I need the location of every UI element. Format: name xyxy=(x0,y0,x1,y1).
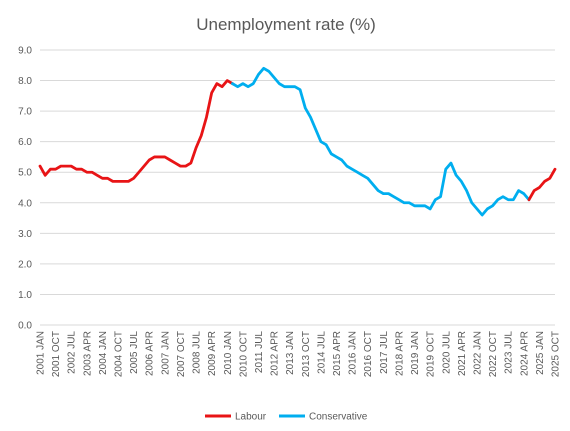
y-tick-label: 2.0 xyxy=(18,259,32,270)
x-tick-label: 2008 JUL xyxy=(192,331,203,374)
x-tick-label: 2007 JAN xyxy=(160,331,171,375)
x-tick-label: 2017 JUL xyxy=(379,331,390,374)
x-tick-label: 2009 APR xyxy=(207,331,218,376)
x-tick-label: 2022 JAN xyxy=(472,331,483,375)
series-line-labour-2 xyxy=(527,167,557,202)
legend-label-labour: Labour xyxy=(235,412,267,423)
y-tick-label: 0.0 xyxy=(18,321,32,332)
y-tick-label: 5.0 xyxy=(18,168,32,179)
series-line-labour-0 xyxy=(38,79,234,183)
x-tick-label: 2025 OCT xyxy=(551,331,562,377)
x-tick-label: 2016 JAN xyxy=(348,331,359,375)
y-tick-label: 9.0 xyxy=(18,46,32,57)
legend: Labour Conservative xyxy=(205,412,368,423)
x-tick-label: 2019 OCT xyxy=(426,331,437,377)
y-tick-label: 4.0 xyxy=(18,198,32,209)
x-tick-label: 2015 APR xyxy=(332,331,343,376)
x-tick-label: 2011 JUL xyxy=(254,331,265,374)
y-tick-label: 8.0 xyxy=(18,76,32,87)
gridlines xyxy=(40,49,555,326)
x-tick-label: 2006 APR xyxy=(145,331,156,376)
x-tick-label: 2024 APR xyxy=(519,331,530,376)
x-tick-label: 2007 OCT xyxy=(176,331,187,377)
y-tick-label: 6.0 xyxy=(18,137,32,148)
x-tick-label: 2025 JAN xyxy=(535,331,546,375)
x-tick-label: 2023 JUL xyxy=(504,331,515,374)
x-tick-label: 2013 JAN xyxy=(285,331,296,375)
series-lines xyxy=(38,66,557,217)
x-tick-label: 2018 APR xyxy=(394,331,405,376)
x-tick-label: 2016 OCT xyxy=(363,331,374,377)
x-axis-tick-labels: 2001 JAN 2001 OCT 2002 JUL 2003 APR 2004 JAN… xyxy=(36,331,562,378)
x-tick-label: 2014 JUL xyxy=(316,331,327,374)
x-tick-label: 2004 OCT xyxy=(114,331,125,377)
x-tick-label: 2001 JAN xyxy=(36,331,47,375)
x-tick-label: 2019 JAN xyxy=(410,331,421,375)
x-tick-label: 2010 OCT xyxy=(238,331,249,377)
y-tick-label: 7.0 xyxy=(18,107,32,118)
series-line-conservative-1 xyxy=(231,66,531,217)
x-tick-label: 2002 JUL xyxy=(67,331,78,374)
legend-label-conservative: Conservative xyxy=(309,412,368,423)
y-tick-label: 3.0 xyxy=(18,229,32,240)
x-tick-label: 2013 OCT xyxy=(301,331,312,377)
x-tick-label: 2012 APR xyxy=(270,331,281,376)
x-tick-label: 2021 APR xyxy=(457,331,468,376)
y-axis-tick-labels: 0.0 1.0 2.0 3.0 4.0 5.0 6.0 7.0 8.0 9.0 xyxy=(18,46,32,332)
y-tick-label: 1.0 xyxy=(18,290,32,301)
x-tick-label: 2022 OCT xyxy=(488,331,499,377)
x-tick-label: 2005 JUL xyxy=(129,331,140,374)
x-tick-label: 2003 APR xyxy=(82,331,93,376)
x-tick-label: 2004 JAN xyxy=(98,331,109,375)
x-tick-label: 2010 JAN xyxy=(223,331,234,375)
x-tick-label: 2001 OCT xyxy=(51,331,62,377)
chart-title: Unemployment rate (%) xyxy=(196,15,376,34)
x-tick-label: 2020 JUL xyxy=(441,331,452,374)
